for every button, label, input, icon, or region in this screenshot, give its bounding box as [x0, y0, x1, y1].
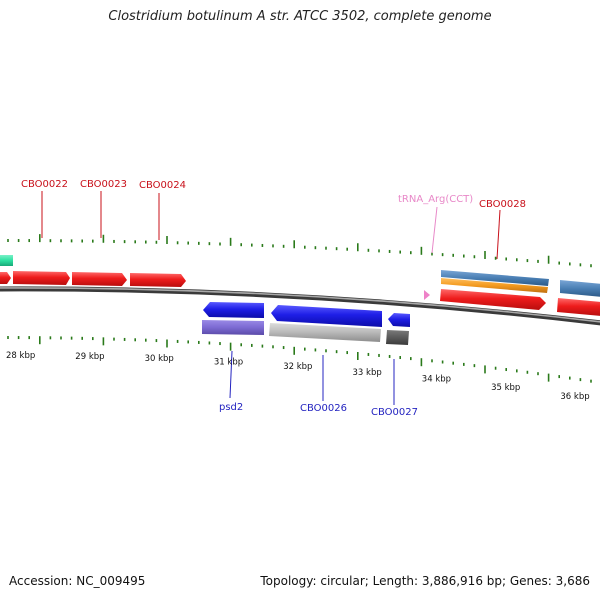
feature-red-edge[interactable]	[557, 298, 600, 316]
leader-psd2	[229, 350, 233, 399]
map-title: Clostridium botulinum A str. ATCC 3502, …	[108, 9, 492, 24]
label-cbo0024[interactable]: CBO0024	[139, 180, 186, 191]
feature-cbo0021-arrow[interactable]	[0, 272, 11, 284]
label-psd2[interactable]: psd2	[219, 402, 243, 413]
feature-labels: CBO0022 CBO0023 CBO0024 tRNA_Arg(CCT) CB…	[21, 179, 526, 418]
feature-trna-arrow[interactable]	[424, 290, 430, 300]
label-cbo0023[interactable]: CBO0023	[80, 179, 127, 190]
accession-text: Accession: NC_009495	[9, 574, 146, 588]
feature-cbo0026-arrow[interactable]	[271, 305, 382, 327]
scale-label: 29 kbp	[75, 352, 104, 362]
feature-cbo0023-arrow[interactable]	[72, 272, 127, 286]
feature-teal[interactable]	[0, 255, 13, 266]
label-cbo0027[interactable]: CBO0027	[371, 407, 418, 418]
feature-cbo0024-arrow[interactable]	[130, 273, 186, 287]
feature-cbo0028-arrow[interactable]	[440, 289, 546, 310]
feature-steelblue-2[interactable]	[560, 280, 600, 297]
label-cbo0022[interactable]: CBO0022	[21, 179, 68, 190]
scale-label: 33 kbp	[353, 368, 382, 378]
scale-label: 30 kbp	[145, 354, 174, 364]
forward-tick-track	[7, 234, 592, 268]
label-cbo0026[interactable]: CBO0026	[300, 403, 347, 414]
genome-backbone-highlight	[0, 287, 600, 323]
feature-cbo0027-arrow[interactable]	[388, 313, 410, 327]
scale-label: 34 kbp	[422, 375, 451, 385]
feature-cbo0026-domain[interactable]	[269, 323, 381, 342]
forward-strand-features	[0, 255, 600, 316]
feature-cbo0022-arrow[interactable]	[13, 271, 70, 285]
leader-trna	[431, 206, 438, 254]
label-cbo0028[interactable]: CBO0028	[479, 199, 526, 210]
leader-cbo0028	[496, 209, 501, 260]
label-trna[interactable]: tRNA_Arg(CCT)	[398, 194, 473, 205]
feature-psd2-domain[interactable]	[202, 320, 264, 335]
scale-label: 31 kbp	[214, 357, 243, 367]
feature-orange-1[interactable]	[441, 278, 548, 293]
feature-cbo0027-domain[interactable]	[386, 330, 409, 345]
scale-label: 32 kbp	[283, 362, 312, 372]
genome-summary-text: Topology: circular; Length: 3,886,916 bp…	[260, 574, 590, 588]
reverse-strand-features	[202, 302, 410, 345]
scale-label: 28 kbp	[6, 351, 35, 361]
reverse-tick-track	[7, 336, 592, 383]
feature-psd2-arrow[interactable]	[203, 302, 264, 318]
scale-labels: 28 kbp 29 kbp 30 kbp 31 kbp 32 kbp 33 kbp 34 k…	[6, 351, 590, 402]
feature-steelblue-1[interactable]	[441, 270, 549, 286]
scale-label: 36 kbp	[560, 392, 589, 402]
genome-backbone	[0, 286, 600, 326]
scale-label: 35 kbp	[491, 383, 520, 393]
label-leaders	[41, 191, 501, 405]
